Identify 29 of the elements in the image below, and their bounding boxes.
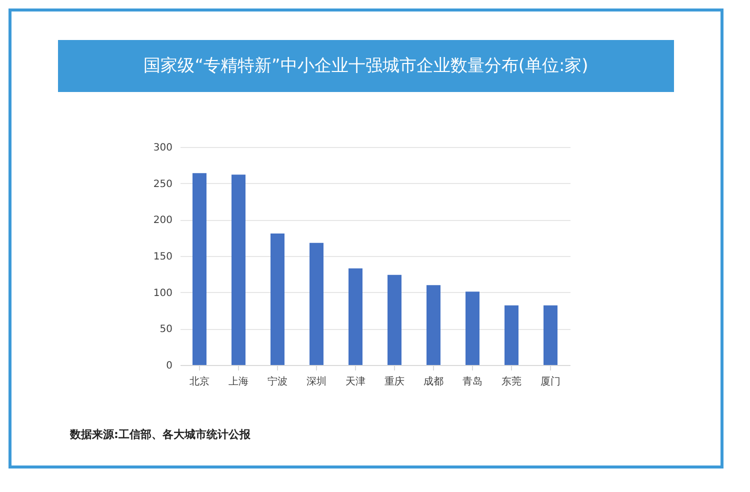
chart-title: 国家级“专精特新”中小企业十强城市企业数量分布(单位:家) — [144, 56, 588, 76]
x-tick-label: 深圳 — [306, 376, 326, 388]
y-tick-label: 200 — [153, 215, 172, 226]
bar — [348, 268, 362, 365]
y-tick-label: 50 — [160, 324, 172, 336]
y-tick-label: 150 — [153, 252, 172, 262]
y-tick-label: 100 — [153, 288, 172, 299]
x-tick-label: 宁波 — [268, 376, 288, 388]
x-tick-label: 上海 — [228, 376, 248, 388]
y-tick-label: 0 — [166, 360, 172, 372]
x-tick-label: 厦门 — [540, 376, 560, 388]
bar — [388, 274, 402, 365]
bar — [544, 305, 558, 365]
x-tick-label: 青岛 — [462, 376, 482, 388]
x-tick-label: 北京 — [190, 376, 210, 388]
x-tick-label: 东莞 — [502, 376, 522, 388]
y-tick-label: 250 — [153, 178, 172, 190]
x-tick-label: 重庆 — [384, 376, 404, 388]
x-tick-label: 成都 — [424, 376, 444, 388]
bar — [466, 292, 480, 365]
bar — [504, 305, 518, 365]
bar — [270, 233, 284, 365]
bar — [426, 285, 440, 365]
y-tick-label: 300 — [153, 142, 172, 154]
bar — [192, 173, 206, 365]
source-note: 数据来源:工信部、各大城市统计公报 — [69, 428, 252, 441]
bar — [310, 242, 324, 365]
x-tick-label: 天津 — [346, 376, 366, 388]
bar — [232, 174, 246, 365]
